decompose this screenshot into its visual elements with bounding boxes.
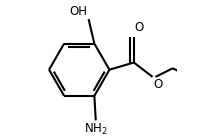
Text: OH: OH <box>69 5 87 18</box>
Text: O: O <box>135 21 144 34</box>
Text: NH$_2$: NH$_2$ <box>84 122 108 137</box>
Text: O: O <box>153 78 163 91</box>
